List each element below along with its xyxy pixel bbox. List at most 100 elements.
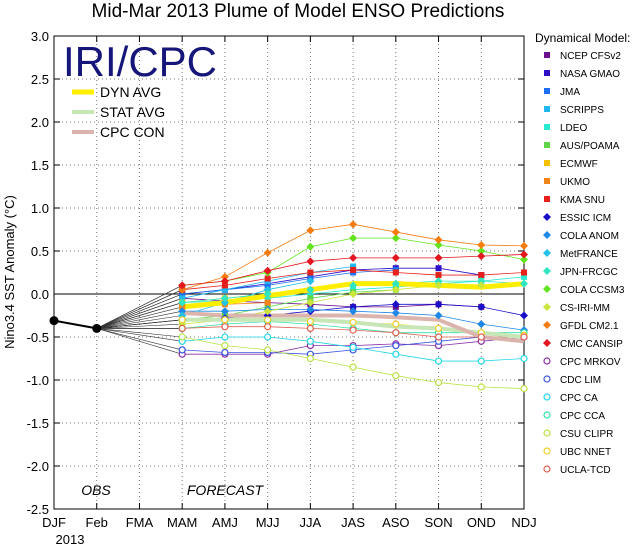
data-point: [543, 267, 551, 275]
data-point: [434, 324, 443, 332]
legend-label: UKMO: [560, 177, 590, 188]
legend-label: COLA CCSM3: [560, 285, 625, 296]
fan-line: [96, 323, 183, 329]
data-point: [521, 273, 527, 280]
data-point: [520, 311, 528, 320]
average-legend: DYN AVG STAT AVG CPC CON: [72, 84, 165, 140]
data-point: [178, 316, 186, 324]
data-point: [263, 248, 272, 257]
data-point: [306, 354, 314, 363]
data-point: [477, 252, 486, 261]
data-point: [263, 266, 272, 275]
data-point: [543, 285, 551, 293]
x-tick-label: MJJ: [256, 515, 280, 530]
average-legend-label: STAT AVG: [100, 104, 165, 120]
data-point: [544, 124, 550, 130]
data-point: [349, 363, 357, 371]
legend-label: CMC CANSIP: [560, 339, 623, 350]
data-point: [391, 228, 400, 237]
data-point: [520, 279, 528, 288]
data-point: [350, 266, 357, 273]
data-point: [391, 253, 400, 262]
data-point: [220, 277, 229, 286]
data-point: [434, 300, 443, 309]
data-point: [220, 294, 229, 303]
legend-label: JPN-FRCGC: [560, 267, 618, 278]
y-tick-label: 0.0: [31, 287, 49, 302]
fan-line: [96, 302, 183, 329]
chart-title: Mid-Mar 2013 Plume of Model ENSO Predict…: [92, 1, 505, 22]
x-tick-label: Feb: [86, 515, 108, 530]
legend-label: JMA: [560, 87, 580, 98]
data-point: [543, 213, 551, 221]
x-tick-label: MAM: [167, 515, 197, 530]
data-point: [306, 317, 314, 326]
data-point: [264, 333, 272, 341]
data-point: [543, 411, 551, 419]
legend-label: MetFRANCE: [560, 249, 618, 260]
data-point: [544, 70, 550, 76]
fan-line: [96, 306, 183, 329]
data-point: [349, 234, 358, 243]
data-point: [349, 326, 357, 334]
data-point: [178, 285, 187, 294]
data-point: [306, 226, 315, 235]
legend-label: UCLA-TCD: [560, 465, 611, 476]
data-point: [543, 339, 551, 347]
data-point: [543, 303, 551, 311]
data-point: [520, 241, 528, 250]
x-tick-label: JAS: [341, 515, 365, 530]
legend-label: LDEO: [560, 123, 587, 134]
data-point: [544, 160, 550, 166]
data-point: [178, 346, 186, 354]
fan-line: [96, 289, 183, 329]
data-point: [263, 307, 272, 316]
data-point: [521, 269, 527, 276]
data-point: [520, 385, 528, 393]
data-point: [544, 196, 550, 202]
y-tick-label: -1.5: [27, 416, 49, 431]
fan-line: [96, 298, 183, 329]
data-point: [435, 272, 442, 279]
data-point: [350, 263, 357, 270]
average-line: [182, 310, 525, 344]
data-point: [477, 357, 485, 365]
data-point: [544, 52, 550, 58]
legend-label: NASA GMAO: [560, 69, 620, 80]
legend-label: SCRIPPS: [560, 105, 604, 116]
data-point: [434, 357, 443, 365]
y-axis: 3.0 2.5 2.0 1.5 1.0 0.5 0.0 -0.5 -1.0 -1.5 -2.0 -2.…: [27, 29, 524, 517]
year-label: 2013: [56, 532, 85, 546]
data-point: [434, 253, 443, 262]
legend-label: GFDL CM2.1: [560, 321, 619, 332]
data-point: [349, 281, 358, 290]
data-point: [520, 250, 528, 259]
x-tick-label: ASO: [382, 515, 409, 530]
legend-label: CPC MRKOV: [560, 357, 621, 368]
data-point: [520, 333, 528, 341]
data-point: [178, 298, 187, 307]
legend-label: AUS/POAMA: [560, 141, 620, 152]
data-point: [220, 298, 229, 307]
data-point: [263, 290, 272, 298]
data-point: [477, 240, 486, 249]
observed-series: [49, 316, 102, 333]
data-point: [221, 286, 228, 293]
data-point: [220, 272, 229, 281]
y-tick-label: -2.5: [27, 502, 49, 517]
x-tick-label: AMJ: [212, 515, 238, 530]
y-axis-label: Nino3.4 SST Anomaly (°C): [2, 195, 17, 349]
fan-line: [96, 293, 183, 329]
watermark: IRI/CPC: [63, 38, 217, 85]
data-point: [264, 323, 272, 331]
data-point: [434, 378, 443, 387]
data-point: [306, 285, 315, 294]
data-point: [392, 320, 400, 328]
data-point: [477, 383, 485, 391]
data-point: [477, 247, 486, 255]
data-point: [179, 303, 186, 310]
data-point: [306, 298, 315, 307]
legend-label: CPC CA: [560, 393, 598, 404]
data-point: [434, 240, 443, 249]
data-point: [221, 316, 229, 324]
